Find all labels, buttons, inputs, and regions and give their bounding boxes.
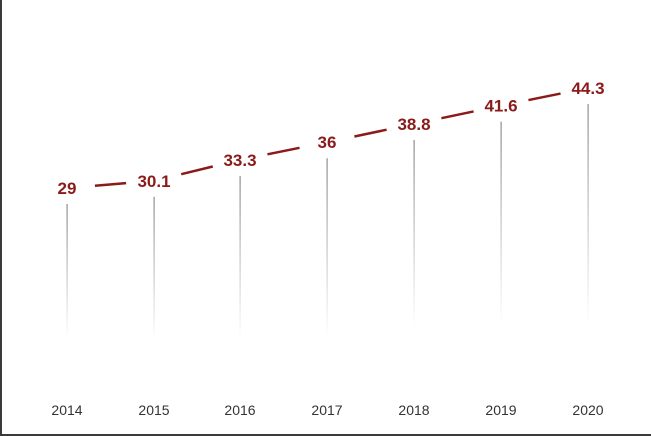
drop-line — [153, 196, 155, 342]
data-label: 33.3 — [223, 151, 256, 170]
x-tick-label: 2014 — [51, 402, 82, 418]
drop-lines — [66, 104, 589, 342]
data-label: 30.1 — [137, 172, 170, 191]
series-segment — [354, 128, 387, 138]
drop-line — [326, 158, 328, 338]
x-tick-label: 2015 — [138, 402, 169, 418]
x-tick-label: 2018 — [398, 402, 429, 418]
series-segment — [528, 92, 561, 102]
drop-line — [413, 139, 415, 328]
drop-line — [66, 204, 68, 340]
data-label: 38.8 — [397, 115, 430, 134]
x-tick-label: 2017 — [311, 402, 342, 418]
drop-line — [500, 121, 502, 326]
data-label: 44.3 — [571, 79, 604, 98]
series-segment — [267, 146, 300, 156]
x-tick-label: 2020 — [572, 402, 603, 418]
data-label: 29 — [58, 179, 77, 198]
series-line — [94, 92, 561, 187]
x-tick-label: 2019 — [485, 402, 516, 418]
data-label: 41.6 — [484, 97, 517, 116]
x-axis-tick-labels: 2014 2015 2016 2017 2018 2019 2020 — [51, 402, 603, 418]
drop-line — [587, 104, 589, 324]
x-tick-label: 2016 — [224, 402, 255, 418]
series-segment — [94, 181, 127, 187]
series-segment — [441, 110, 474, 120]
series-segment — [180, 165, 214, 176]
data-label: 36 — [318, 133, 337, 152]
drop-line — [239, 175, 241, 340]
data-labels: 29 30.1 33.3 36 38.8 41.6 44.3 — [58, 79, 605, 198]
